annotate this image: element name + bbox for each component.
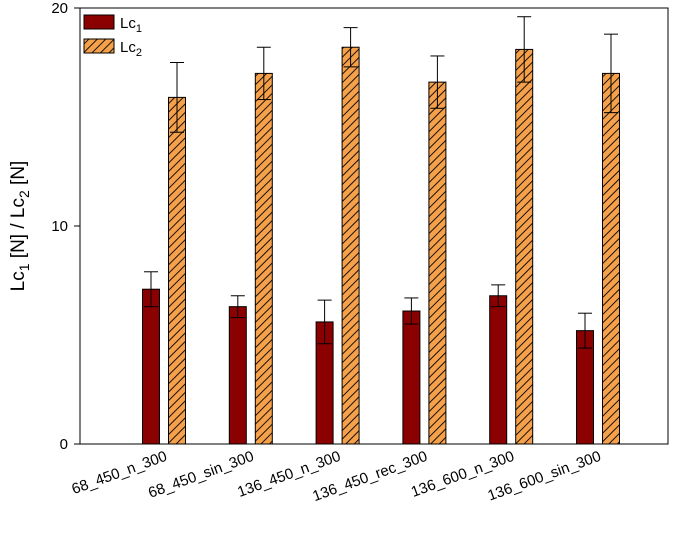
error-bar-lc1-2 <box>317 299 332 345</box>
bar-lc2-5 <box>602 72 620 445</box>
error-bar-lc1-1 <box>230 295 245 319</box>
error-bar-lc2-0 <box>170 62 184 133</box>
y-tick-label: 0 <box>60 436 68 453</box>
y-axis-title: Lc1 [N] / Lc2 [N] <box>8 161 32 292</box>
bar-lc2-4 <box>515 48 534 445</box>
x-axis: 68_450_n_30068_450_sin_300136_450_n_3001… <box>69 448 603 505</box>
bar-lc1-1 <box>228 306 247 445</box>
error-bar-lc2-4 <box>517 16 532 83</box>
legend-label-lc2: Lc2 <box>120 39 142 59</box>
bar-lc2-3 <box>428 81 447 445</box>
legend-label-lc1: Lc1 <box>120 15 142 35</box>
error-bar-lc1-0 <box>144 271 158 308</box>
legend-swatch-lc2 <box>83 38 115 54</box>
bar-lc2-2 <box>341 46 360 445</box>
error-bar-lc2-5 <box>604 33 618 114</box>
error-bar-lc1-5 <box>578 312 592 349</box>
error-bar-lc2-2 <box>343 27 358 68</box>
y-axis: 0 10 20 <box>51 0 80 453</box>
y-tick-label: 20 <box>51 0 68 17</box>
error-bar-lc1-4 <box>491 284 506 308</box>
chart-marks <box>142 16 620 445</box>
bar-lc1-3 <box>402 310 421 445</box>
bar-lc2-0 <box>168 96 186 445</box>
bar-lc2-1 <box>254 72 273 445</box>
legend-swatch-lc1 <box>83 14 115 30</box>
error-bar-lc1-3 <box>404 297 419 325</box>
legend: Lc1 Lc2 <box>83 14 142 59</box>
bar-lc1-0 <box>142 288 160 445</box>
error-bar-lc2-1 <box>256 46 271 101</box>
y-tick-label: 10 <box>51 218 68 235</box>
bar-lc1-4 <box>489 295 508 445</box>
error-bar-lc2-3 <box>430 55 445 109</box>
